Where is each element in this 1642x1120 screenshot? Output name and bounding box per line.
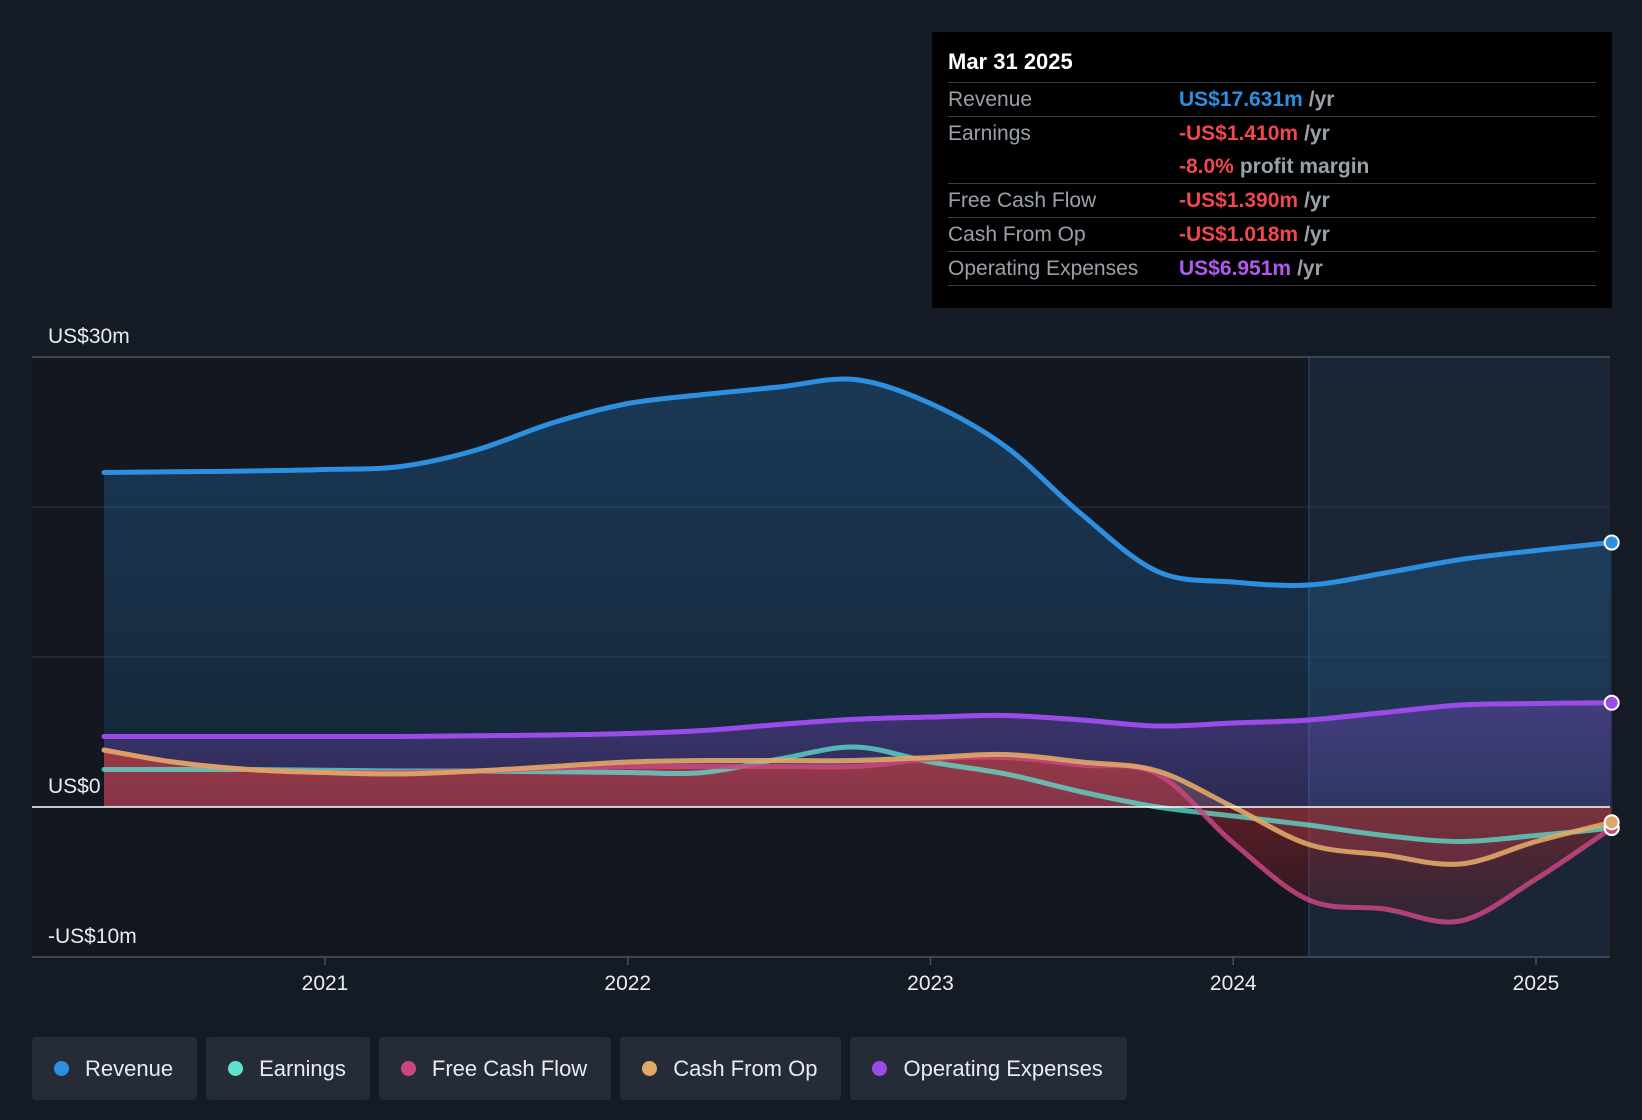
tooltip: Mar 31 2025 Revenue US$17.631m/yr Earnings… (932, 32, 1612, 308)
x-tick-label: 2024 (1210, 972, 1257, 995)
revenue-line (101, 376, 1615, 588)
tooltip-row-unit: /yr (1304, 223, 1330, 246)
operating-expenses-line (101, 700, 1615, 740)
cash-from-op-endpoint[interactable] (1603, 814, 1620, 831)
tooltip-row: Operating Expenses US$6.951m/yr (948, 252, 1596, 286)
legend-label: Operating Expenses (903, 1055, 1103, 1081)
legend-label: Cash From Op (673, 1055, 818, 1081)
tooltip-row-value: US$6.951m (1179, 257, 1292, 280)
tooltip-date: Mar 31 2025 (948, 46, 1596, 83)
tooltip-row-label: Cash From Op (948, 223, 1086, 246)
legend-dot-icon (400, 1061, 416, 1076)
y-axis-label: US$30m (48, 325, 130, 348)
x-tick-label: 2022 (604, 972, 651, 995)
legend-label: Earnings (259, 1055, 346, 1081)
legend: Revenue Earnings Free Cash Flow Cash From O… (32, 1037, 1127, 1100)
legend-dot-icon (228, 1061, 244, 1076)
tooltip-row-label: Operating Expenses (948, 257, 1139, 280)
tooltip-row: Free Cash Flow -US$1.390m/yr (948, 184, 1596, 218)
x-tick-label: 2023 (907, 972, 954, 995)
legend-item-cash-from-op[interactable]: Cash From Op (620, 1037, 842, 1100)
legend-dot-icon (54, 1061, 69, 1076)
revenue-endpoint[interactable] (1603, 534, 1620, 551)
legend-item-free-cash-flow[interactable]: Free Cash Flow (378, 1037, 612, 1100)
tooltip-row-unit: /yr (1304, 189, 1330, 212)
operating-expenses-endpoint[interactable] (1603, 694, 1620, 711)
tooltip-row-value: -8.0% (1179, 155, 1234, 178)
legend-label: Revenue (85, 1055, 174, 1081)
x-tick-label: 2025 (1513, 972, 1560, 995)
tooltip-row-label: Free Cash Flow (948, 189, 1097, 212)
cash-from-op-line (101, 747, 1615, 867)
y-axis-label: US$0 (48, 775, 101, 798)
legend-dot-icon (642, 1061, 658, 1076)
tooltip-row-label: Revenue (948, 88, 1033, 111)
tooltip-row-unit: /yr (1304, 122, 1330, 145)
tooltip-row: Cash From Op -US$1.018m/yr (948, 218, 1596, 252)
y-axis-label: -US$10m (48, 925, 137, 948)
legend-dot-icon (872, 1061, 888, 1076)
x-tick-label: 2021 (302, 972, 349, 995)
tooltip-row-label (948, 150, 1179, 183)
tooltip-row-value: -US$1.390m (1179, 189, 1299, 212)
legend-item-operating-expenses[interactable]: Operating Expenses (850, 1037, 1127, 1100)
tooltip-row-unit: /yr (1308, 88, 1335, 111)
tooltip-row-value: -US$1.410m (1179, 122, 1299, 145)
tooltip-row: Earnings -US$1.410m/yr (948, 117, 1596, 150)
legend-item-earnings[interactable]: Earnings (206, 1037, 370, 1100)
tooltip-row-label: Earnings (948, 122, 1031, 145)
tooltip-row-value: US$17.631m (1179, 88, 1303, 111)
legend-label: Free Cash Flow (431, 1055, 588, 1081)
tooltip-row-unit: /yr (1297, 257, 1323, 280)
tooltip-row: -8.0% profit margin (948, 150, 1596, 184)
legend-item-revenue[interactable]: Revenue (32, 1037, 198, 1100)
tooltip-row-unit: profit margin (1239, 155, 1370, 178)
free-cash-flow-area (104, 750, 1612, 923)
revenue-area (104, 378, 1612, 807)
tooltip-row: Revenue US$17.631m/yr (948, 83, 1596, 117)
tooltip-row-value: -US$1.018m (1179, 223, 1299, 246)
